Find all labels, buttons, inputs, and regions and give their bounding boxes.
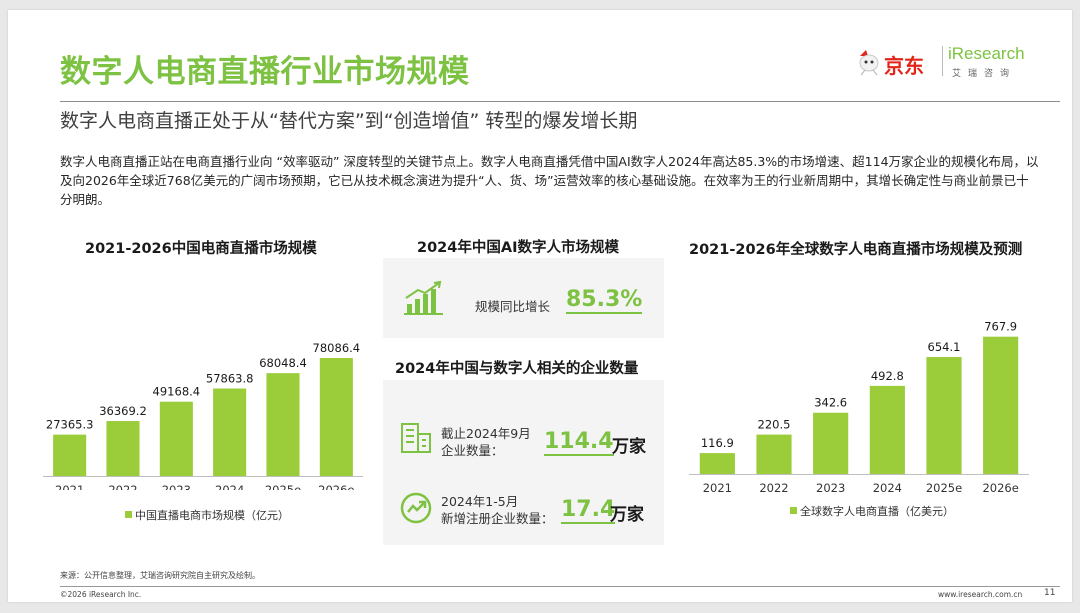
kpi1-label: 规模同比增长 (475, 299, 551, 314)
website-url: www.iresearch.com.cn (938, 590, 1023, 599)
jd-mascot-icon (859, 50, 879, 76)
right-value-label: 654.1 (928, 340, 961, 354)
kpi1-panel: 规模同比增长 85.3% (383, 258, 664, 338)
brand-logos: 京东 iResearch 艾瑞咨询 (856, 40, 1056, 84)
left-chart-legend: 中国直播电商市场规模（亿元） (125, 507, 289, 523)
summary-paragraph: 数字人电商直播正站在电商直播行业向 “效率驱动” 深度转型的关键节点上。数字人电… (60, 154, 1039, 207)
legend-swatch (790, 507, 797, 514)
page-number: 11 (1044, 588, 1056, 598)
right-category-label: 2024 (873, 481, 902, 495)
left-value-label: 36369.2 (99, 404, 147, 418)
iresearch-logo-cn: 艾瑞咨询 (952, 69, 1017, 79)
right-bar-2024 (869, 385, 905, 474)
right-chart-legend: 全球数字人电商直播（亿美元） (790, 503, 954, 519)
kpi2-title: 2024年中国与数字人相关的企业数量 (395, 361, 639, 377)
kpi2-panel: 截止2024年9月 企业数量： 114.4 万家 2024年1-5月 新增注册企… (383, 380, 664, 545)
right-value-label: 767.9 (984, 320, 1017, 334)
right-bar-2025e (926, 357, 962, 474)
page-title: 数字人电商直播行业市场规模 (60, 54, 470, 90)
kpi2-item1-label: 企业数量： (441, 443, 504, 458)
page-subtitle: 数字人电商直播正处于从“替代方案”到“创造增值” 转型的爆发增长期 (60, 110, 638, 132)
left-category-label: 2025e (265, 483, 301, 490)
right-category-label: 2023 (816, 481, 845, 495)
left-value-label: 78086.4 (313, 341, 361, 355)
right-legend-label: 全球数字人电商直播（亿美元） (800, 505, 954, 518)
kpi2-item1-date: 截止2024年9月 (441, 426, 531, 441)
left-value-label: 49168.4 (153, 385, 201, 399)
right-chart-title: 2021-2026年全球数字人电商直播市场规模及预测 (689, 242, 1023, 258)
right-value-label: 220.5 (758, 418, 791, 432)
building-icon (401, 423, 431, 453)
kpi2-item1-value: 114.4 (544, 429, 614, 456)
footer-divider (60, 586, 1060, 587)
trend-up-icon (400, 492, 432, 524)
left-category-label: 2022 (108, 483, 137, 490)
legend-swatch (125, 511, 132, 518)
left-value-label: 27365.3 (46, 418, 94, 432)
left-value-label: 68048.4 (259, 356, 307, 370)
left-bar-2026e (319, 357, 353, 476)
kpi2-item2-date: 2024年1-5月 (441, 494, 519, 509)
right-category-label: 2025e (926, 481, 962, 495)
kpi2-item1-unit: 万家 (612, 437, 646, 457)
left-value-label: 57863.8 (206, 372, 254, 386)
right-bar-2023 (813, 412, 849, 474)
slide: 数字人电商直播行业市场规模 数字人电商直播正处于从“替代方案”到“创造增值” 转… (8, 10, 1072, 602)
right-category-label: 2021 (703, 481, 732, 495)
iresearch-logo-text: iResearch (948, 44, 1025, 63)
bar-growth-icon (404, 280, 443, 315)
right-value-label: 116.9 (701, 436, 734, 450)
left-bar-2021 (53, 434, 87, 476)
right-bar-2022 (756, 434, 792, 474)
left-bar-2025e (266, 373, 300, 476)
left-category-label: 2026e (318, 483, 354, 490)
right-bar-2026e (983, 336, 1019, 474)
logo-separator (942, 46, 943, 76)
source-note: 来源：公开信息整理，艾瑞咨询研究院自主研究及绘制。 (60, 571, 260, 580)
right-value-label: 492.8 (871, 369, 904, 383)
left-bar-2023 (159, 401, 193, 476)
right-category-label: 2026e (982, 481, 1018, 495)
kpi2-item2-unit: 万家 (610, 505, 644, 525)
kpi2-item2-value: 17.4 (561, 497, 616, 524)
right-bar-2021 (699, 453, 735, 474)
left-category-label: 2024 (215, 483, 244, 490)
left-bar-2024 (213, 388, 247, 476)
left-chart-title: 2021-2026中国电商直播市场规模 (85, 241, 317, 257)
left-bar-2022 (106, 421, 140, 476)
title-divider (60, 101, 1060, 102)
left-category-label: 2023 (162, 483, 191, 490)
right-value-label: 342.6 (814, 396, 847, 410)
kpi1-value: 85.3% (566, 287, 643, 314)
kpi2-item2-label: 新增注册企业数量： (441, 511, 554, 526)
left-bar-chart: 27365.3 2021 36369.2 2022 49168.4 2023 57863.8… (43, 341, 363, 490)
copyright: ©2026 iResearch Inc. (60, 590, 142, 599)
right-category-label: 2022 (759, 481, 788, 495)
left-legend-label: 中国直播电商市场规模（亿元） (135, 509, 289, 522)
kpi1-title: 2024年中国AI数字人市场规模 (417, 240, 619, 256)
left-category-label: 2021 (55, 483, 84, 490)
jd-logo-text: 京东 (884, 54, 924, 78)
right-bar-chart: 116.9 2021 220.5 2022 342.6 2023 492.8 2024 654.… (689, 320, 1029, 495)
